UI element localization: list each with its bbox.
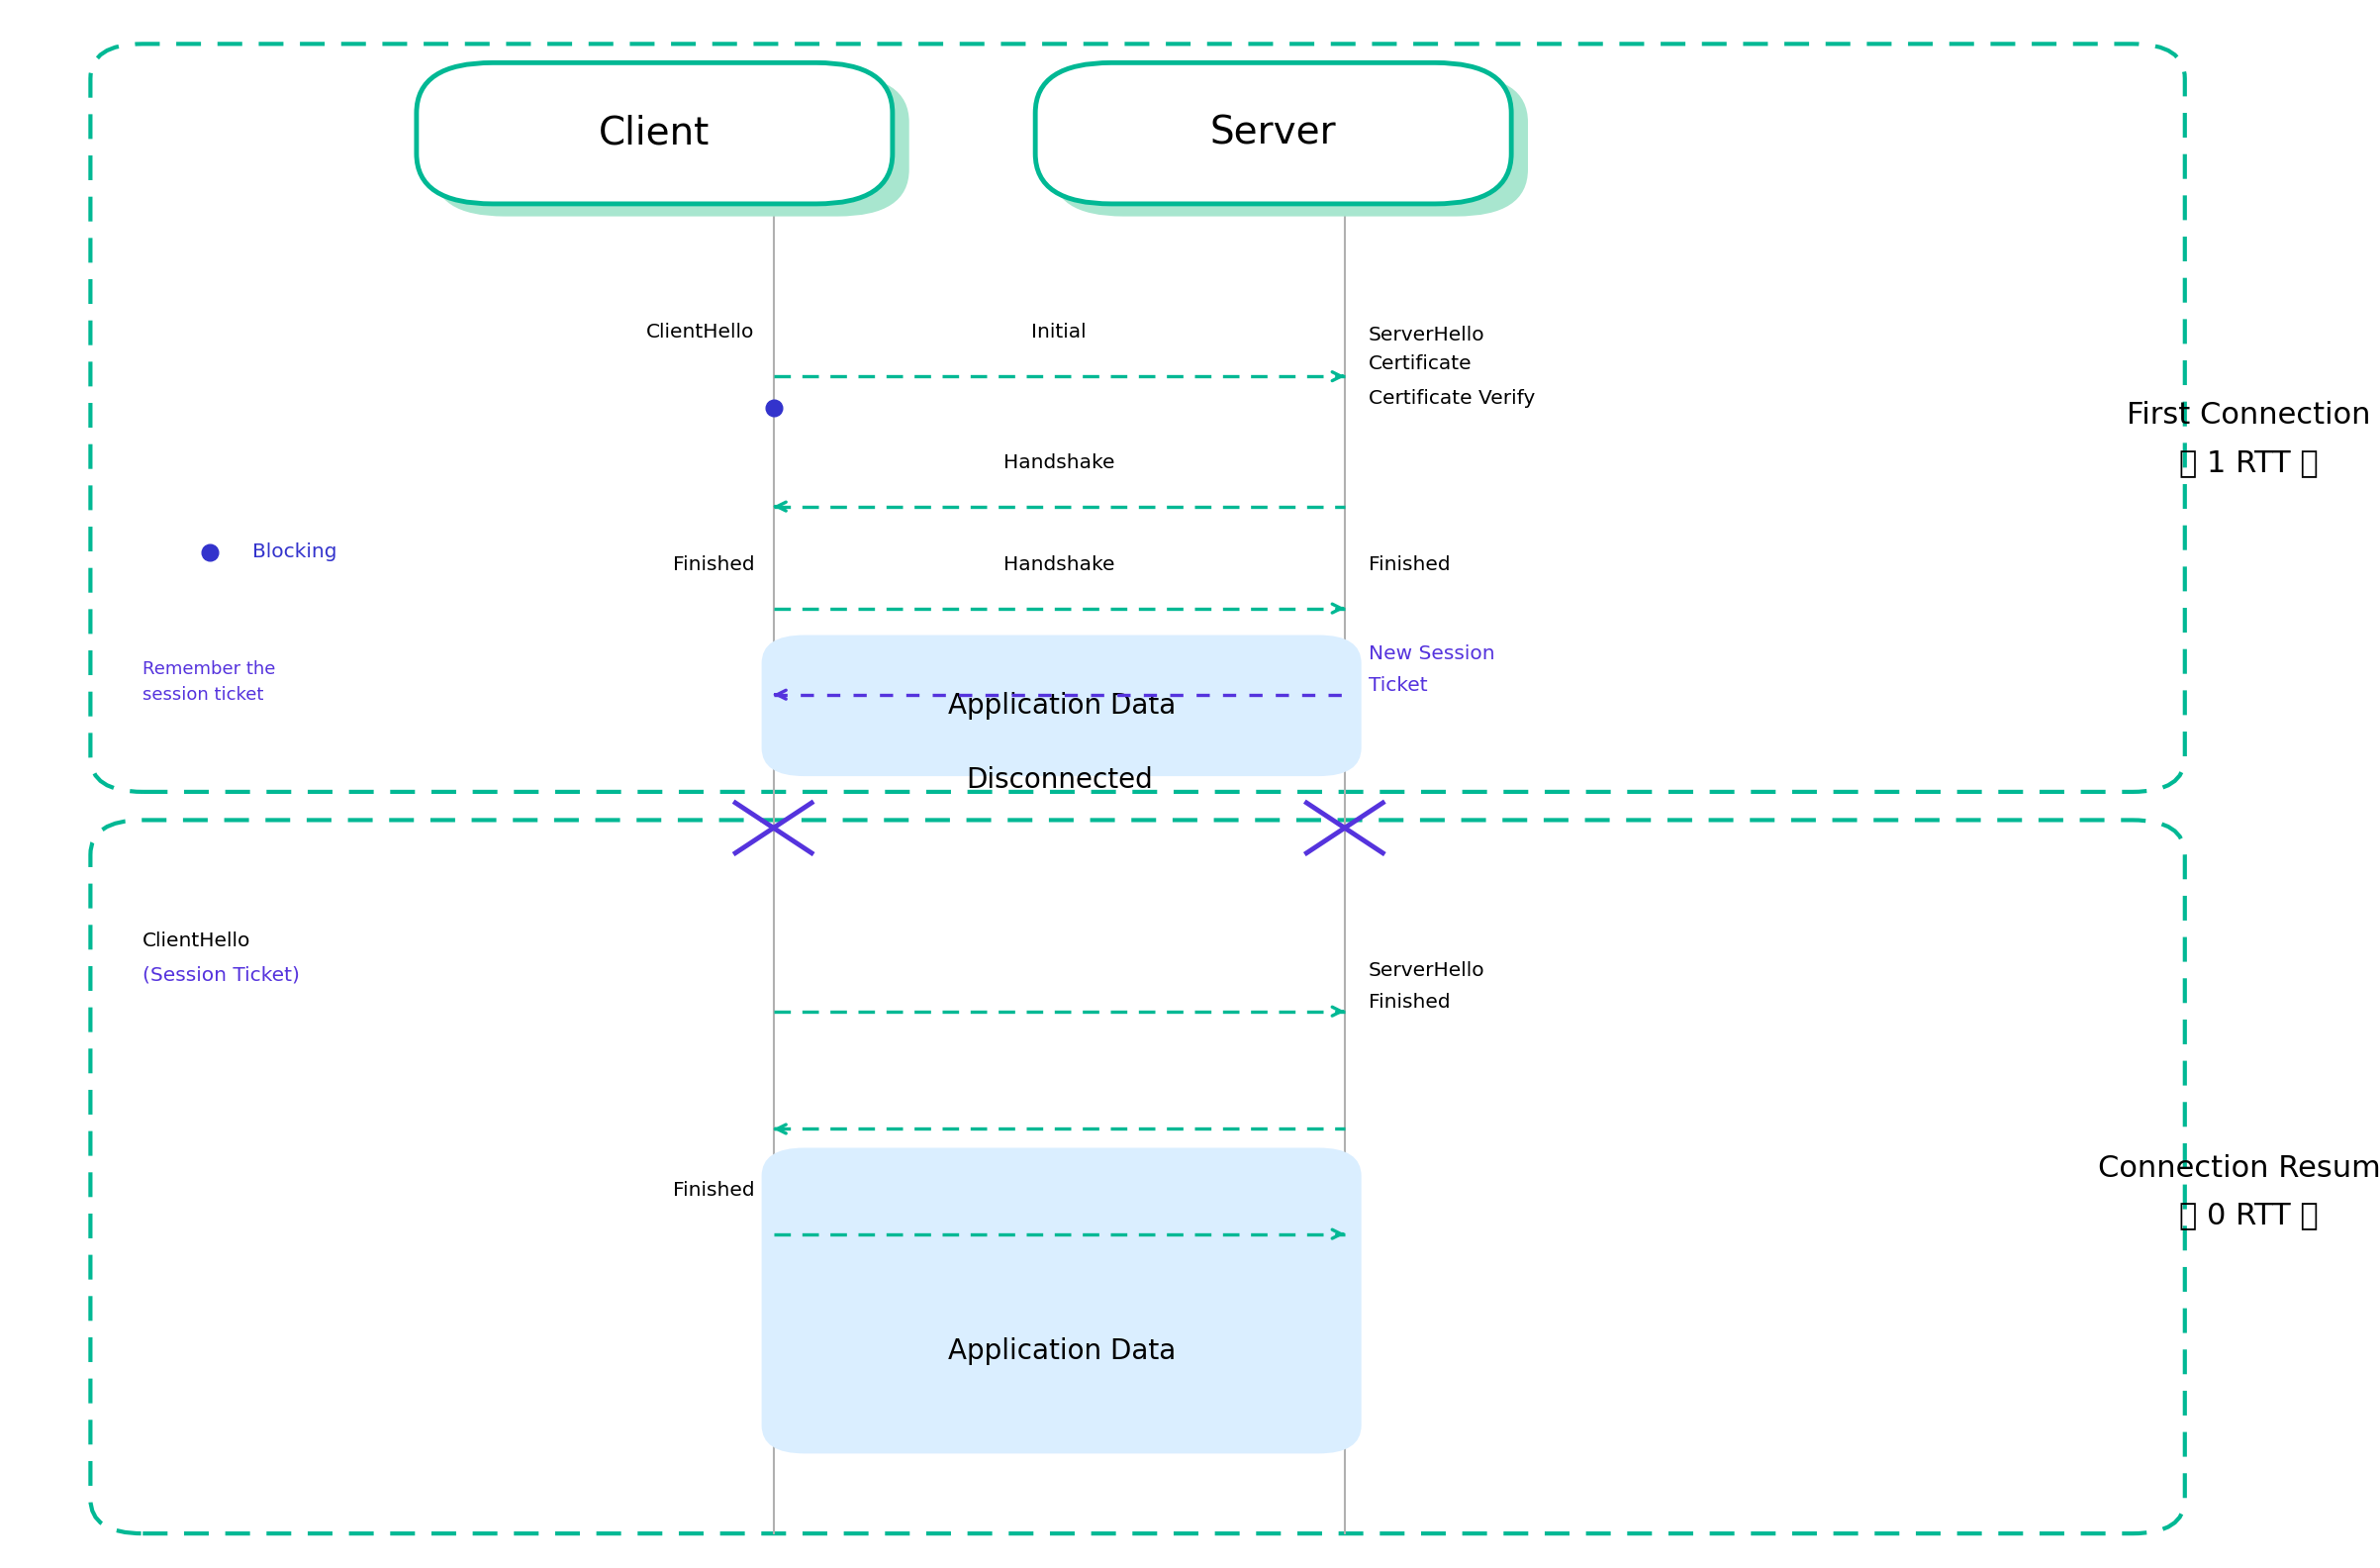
Text: Client: Client (600, 114, 709, 152)
Text: ClientHello: ClientHello (647, 323, 754, 342)
Text: Disconnected: Disconnected (966, 765, 1152, 793)
Text: Finished: Finished (674, 555, 754, 574)
Text: Application Data: Application Data (947, 691, 1176, 720)
Text: ServerHello: ServerHello (1368, 326, 1485, 345)
Text: Finished: Finished (674, 1181, 754, 1200)
Text: Connection Resume
（ 0 RTT ）: Connection Resume （ 0 RTT ） (2099, 1154, 2380, 1229)
Text: ClientHello: ClientHello (143, 931, 250, 950)
Text: Initial: Initial (1031, 323, 1088, 342)
Text: Certificate Verify: Certificate Verify (1368, 389, 1535, 408)
FancyBboxPatch shape (1035, 63, 1511, 204)
Text: Certificate: Certificate (1368, 354, 1473, 373)
Text: Application Data: Application Data (947, 1338, 1176, 1366)
FancyBboxPatch shape (762, 635, 1361, 776)
FancyBboxPatch shape (1052, 75, 1528, 216)
Text: Handshake: Handshake (1004, 555, 1114, 574)
Text: Finished: Finished (1368, 555, 1449, 574)
Text: Remember the
session ticket: Remember the session ticket (143, 660, 276, 704)
Text: New Session: New Session (1368, 644, 1495, 663)
Text: Handshake: Handshake (1004, 453, 1114, 472)
Text: Server: Server (1209, 114, 1338, 152)
FancyBboxPatch shape (433, 75, 909, 216)
Text: Blocking: Blocking (252, 543, 338, 561)
Text: First Connection
（ 1 RTT ）: First Connection （ 1 RTT ） (2128, 401, 2370, 477)
FancyBboxPatch shape (762, 1148, 1361, 1454)
Text: ServerHello: ServerHello (1368, 961, 1485, 980)
FancyBboxPatch shape (416, 63, 892, 204)
Text: (Session Ticket): (Session Ticket) (143, 966, 300, 985)
Text: Finished: Finished (1368, 993, 1449, 1011)
Text: Ticket: Ticket (1368, 676, 1428, 695)
